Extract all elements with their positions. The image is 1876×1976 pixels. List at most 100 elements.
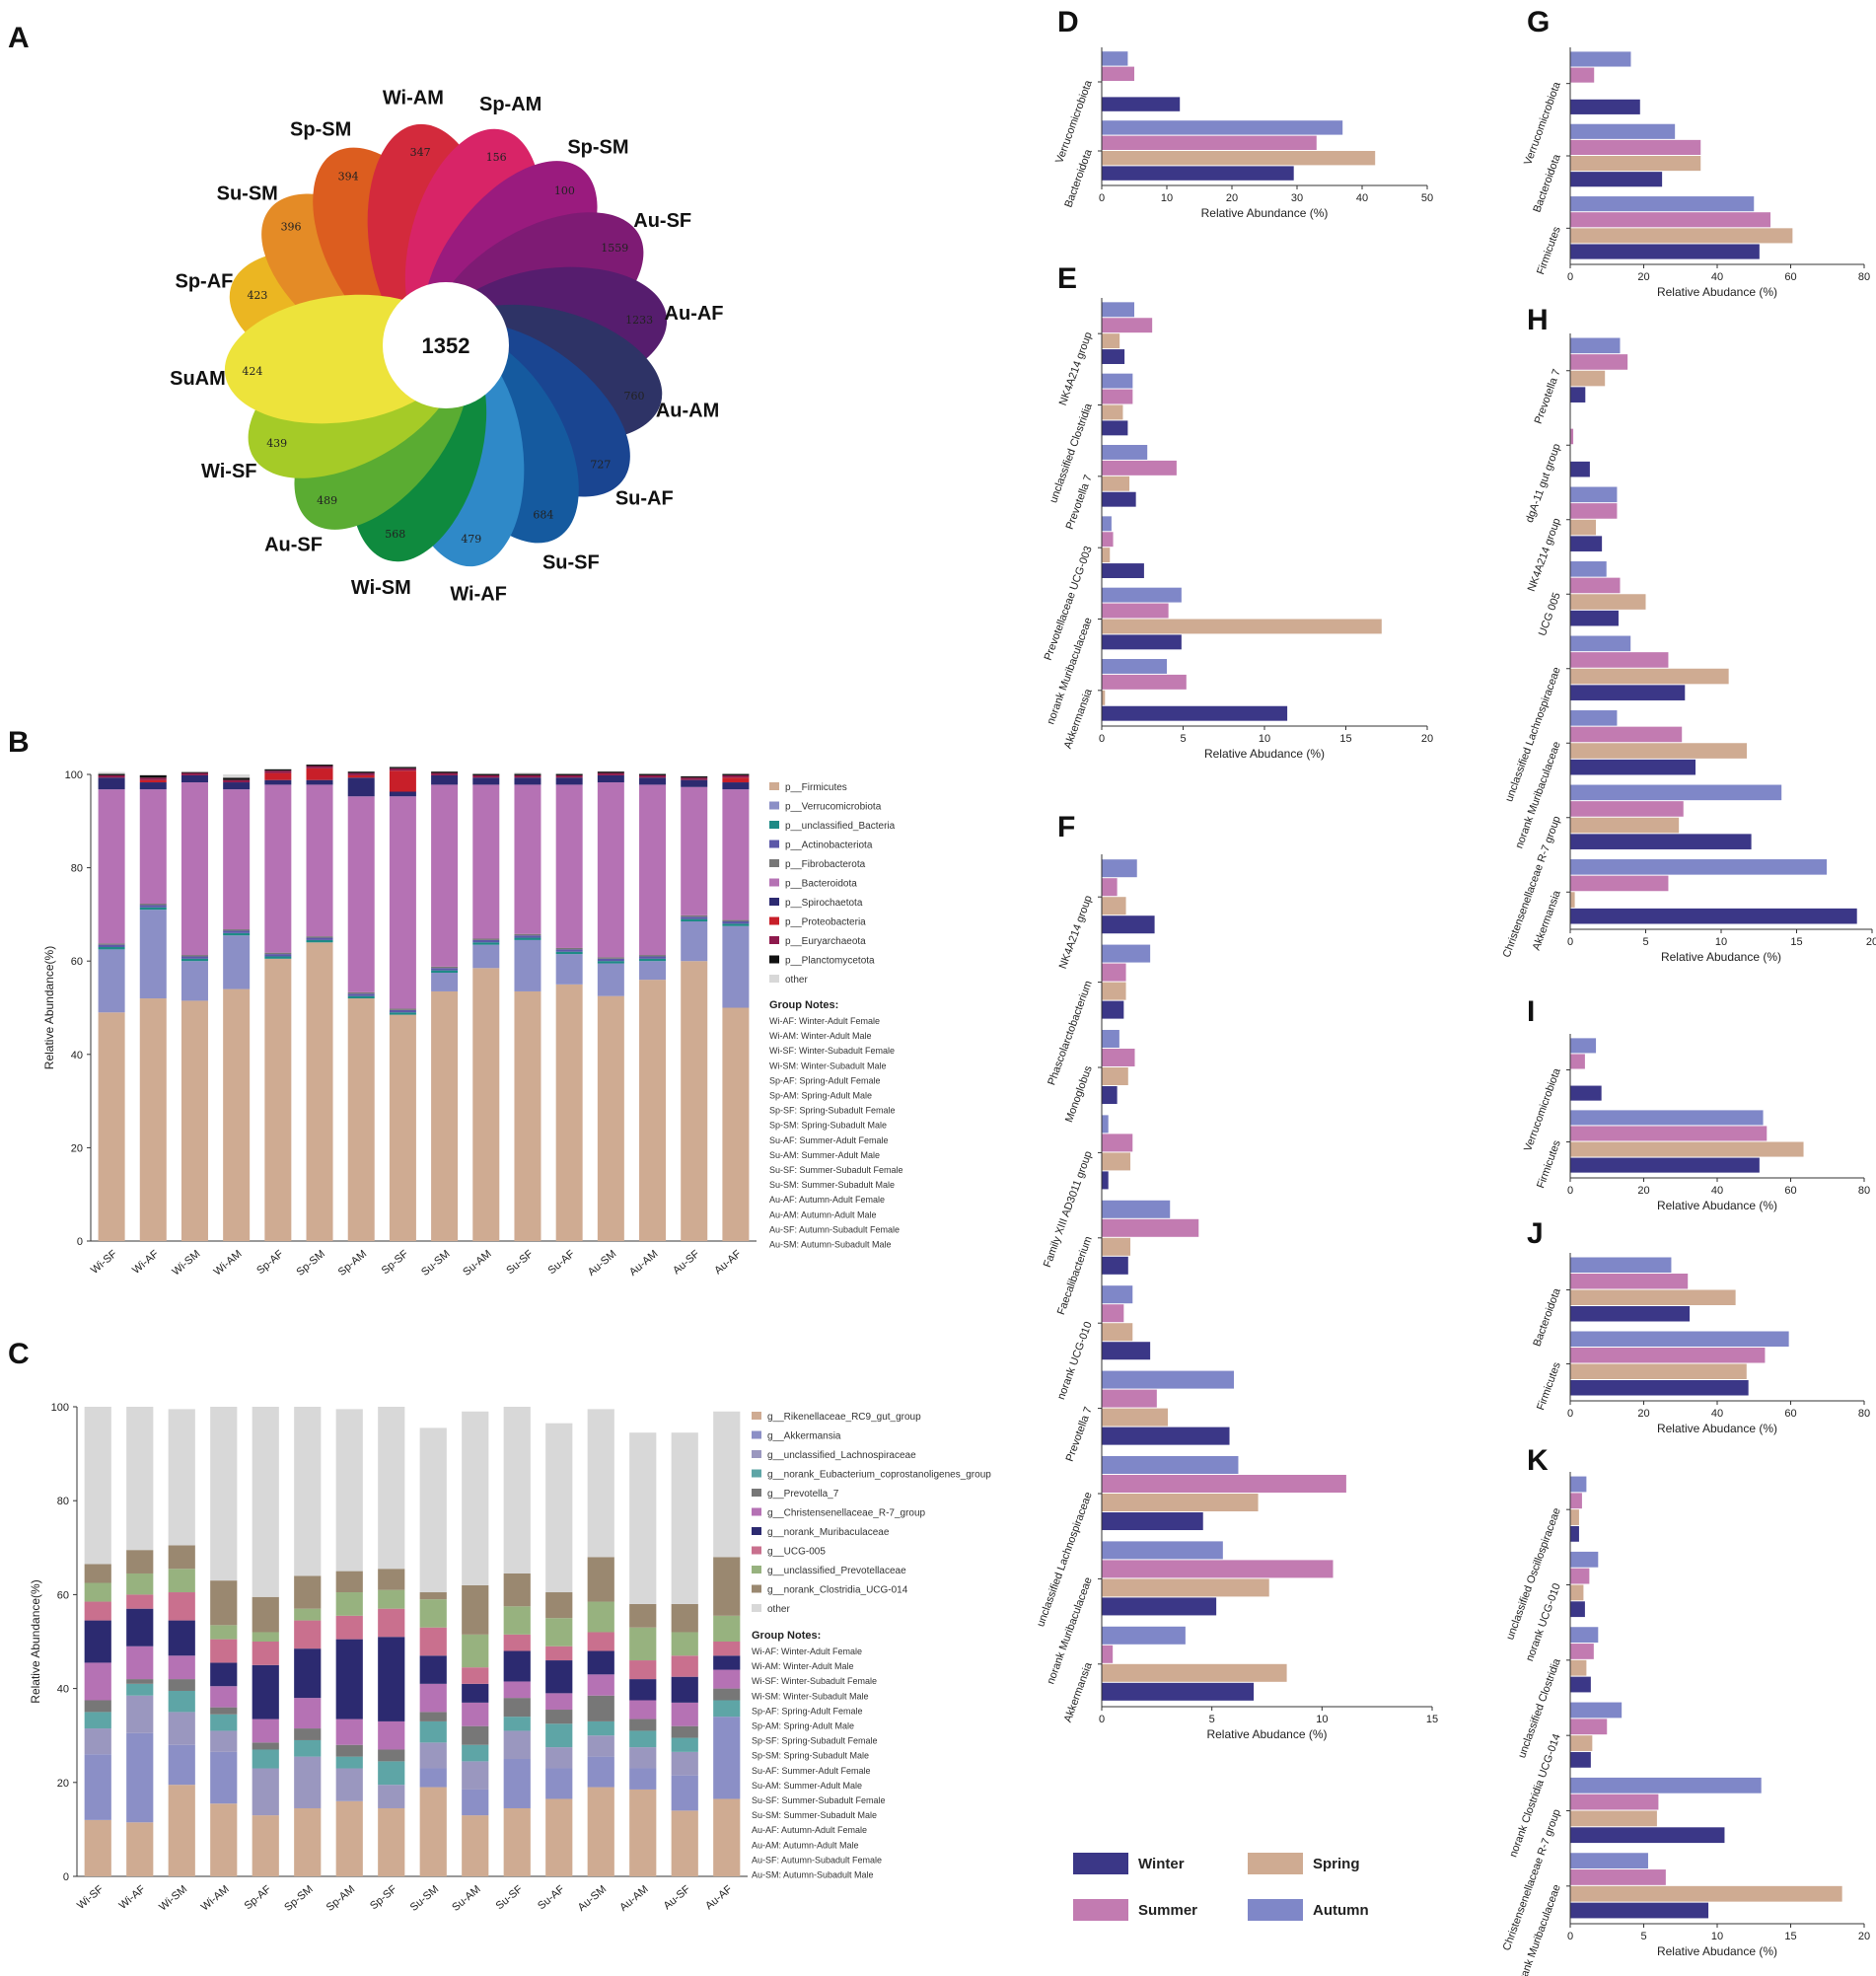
bar-segment <box>639 784 667 956</box>
bar-segment <box>139 904 167 906</box>
bar-summer <box>1570 503 1618 519</box>
bar-segment <box>139 782 167 790</box>
legend-swatch <box>752 1412 761 1420</box>
bar-summer <box>1102 1389 1157 1408</box>
legend-swatch <box>769 782 779 790</box>
bar-segment <box>264 772 292 780</box>
bar-spring <box>1570 668 1729 685</box>
bar-spring <box>1570 1289 1736 1305</box>
bar-autumn <box>1570 1110 1764 1126</box>
bar-autumn <box>1102 445 1148 460</box>
bar-summer <box>1570 1274 1689 1289</box>
bar-segment <box>347 998 375 1241</box>
bar-segment <box>378 1608 405 1638</box>
legend-label: p__Euryarchaeota <box>785 936 866 947</box>
legend-label-summer: Summer <box>1138 1902 1197 1919</box>
bar-winter <box>1102 1171 1109 1190</box>
bar-segment <box>210 1407 238 1581</box>
x-tick-label: 60 <box>1784 271 1796 283</box>
bar-segment <box>713 1655 741 1670</box>
petal-label: Au-SF <box>633 210 691 232</box>
bar-segment <box>223 935 251 989</box>
bar-winter <box>1102 491 1136 507</box>
legend-label: g__Christensenellaceae_R-7_group <box>767 1508 926 1519</box>
bar-segment <box>335 1756 363 1769</box>
bar-segment <box>639 777 667 785</box>
bar-autumn <box>1570 784 1782 801</box>
bar-segment <box>389 1012 416 1015</box>
legend-label: p__Actinobacteriota <box>785 841 873 851</box>
x-tick-label: 40 <box>1356 192 1368 204</box>
bar-autumn <box>1102 1370 1234 1389</box>
bar-segment <box>84 1700 111 1713</box>
bar-winter <box>1570 759 1696 775</box>
panel-letter-E: E <box>1057 262 1077 295</box>
bar-segment <box>139 905 167 908</box>
bar-segment <box>722 919 750 921</box>
legend-swatch <box>769 936 779 944</box>
x-tick-label: 20 <box>1421 733 1433 745</box>
bar-segment <box>306 766 333 768</box>
bar-segment <box>629 1719 657 1731</box>
bar-autumn <box>1570 1702 1623 1719</box>
bar-segment <box>223 929 251 931</box>
petal-label: Au-AF <box>665 303 724 325</box>
y-tick-label: Bacteroidota <box>1531 1286 1563 1349</box>
x-tick-label: Au-SF <box>671 1248 702 1277</box>
bar-segment <box>545 1592 573 1619</box>
legend-swatch <box>769 878 779 887</box>
legend-label: p__Bacteroidota <box>785 879 857 890</box>
x-tick-label: 0 <box>1099 733 1105 745</box>
legend-label-autumn: Autumn <box>1313 1902 1369 1919</box>
bar-segment <box>378 1407 405 1570</box>
bar-segment <box>168 1712 195 1745</box>
bar-segment <box>514 772 541 774</box>
bar-segment <box>223 988 251 1241</box>
bar-spring <box>1570 1885 1842 1902</box>
bar-segment <box>294 1698 322 1729</box>
legend-swatch <box>752 1430 761 1439</box>
bar-segment <box>180 961 208 1001</box>
x-tick-label: 20 <box>1637 1408 1649 1420</box>
bar-autumn <box>1102 1200 1171 1218</box>
bar-segment <box>681 918 708 921</box>
group-note: Wi-SM: Winter-Subadult Male <box>752 1691 869 1701</box>
bar-segment <box>722 920 750 924</box>
bar-segment <box>462 1761 489 1790</box>
bar-segment <box>306 779 333 785</box>
legend-swatch <box>752 1584 761 1593</box>
y-tick-label: Akkermansia <box>1531 888 1563 952</box>
legend-swatch <box>752 1546 761 1555</box>
group-note: Su-SM: Summer-Subadult Male <box>752 1810 877 1820</box>
legend-label: g__UCG-005 <box>767 1547 826 1558</box>
bar-segment <box>389 768 416 771</box>
petal-count: 396 <box>281 221 302 234</box>
x-axis-label: Relative Abudance (%) <box>1657 1944 1777 1958</box>
bar-segment <box>347 796 375 992</box>
legend-label: p__Verrucomicrobiota <box>785 802 882 813</box>
bar-segment <box>462 1744 489 1762</box>
x-tick-label: 5 <box>1180 733 1186 745</box>
bar-segment <box>180 772 208 775</box>
bar-autumn <box>1102 944 1151 963</box>
bar-segment <box>84 1712 111 1729</box>
bar-segment <box>306 936 333 938</box>
bar-segment <box>629 1660 657 1680</box>
bar-winter <box>1570 244 1760 259</box>
x-tick-label: 20 <box>1637 1185 1649 1197</box>
bar-spring <box>1570 228 1793 244</box>
bar-spring <box>1102 897 1126 915</box>
petal-label: Sp-AF <box>175 270 233 292</box>
x-tick-label: 40 <box>1711 1408 1723 1420</box>
x-tick-label: 0 <box>1567 1185 1573 1197</box>
bar-segment <box>629 1747 657 1769</box>
bar-segment <box>139 998 167 1241</box>
bar-winter <box>1102 1000 1124 1019</box>
y-tick-label: 100 <box>65 769 83 781</box>
bar-segment <box>126 1683 154 1696</box>
bar-segment <box>389 770 416 792</box>
bar-segment <box>335 1592 363 1616</box>
bar-segment <box>168 1592 195 1621</box>
bar-segment <box>378 1720 405 1750</box>
